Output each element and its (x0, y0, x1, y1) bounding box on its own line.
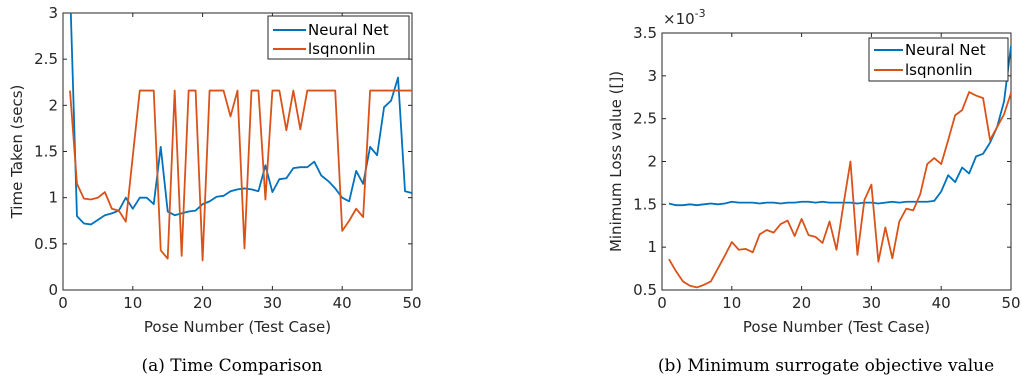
chart-min-surrogate: 0 10 20 30 40 50 0.5 1 1.5 2 2.5 3 3.5 ×10-3 Pose Nu… (607, 7, 1021, 376)
y-tick-label-a-2: 1 (48, 189, 58, 207)
x-tick-label-a-5: 50 (402, 294, 421, 312)
x-tick-label-b-3: 30 (862, 294, 881, 312)
y-tick-label-b-4: 2.5 (633, 110, 657, 128)
x-tick-label-a-4: 40 (333, 294, 352, 312)
series-lines-a (69, 13, 412, 262)
legend-a: Neural Net lsqnonlin (267, 15, 410, 60)
legend-label-a-0: Neural Net (308, 21, 389, 39)
legend-label-b-0: Neural Net (905, 41, 986, 59)
x-tick-label-a-2: 20 (193, 294, 212, 312)
axis-ticks-a: 0 10 20 30 40 50 0 0.5 1 1.5 2 2.5 3 (34, 4, 421, 312)
y-tick-label-a-5: 2.5 (34, 50, 58, 68)
exponent-label-b: ×10-3 (663, 7, 706, 28)
y-tick-label-b-2: 1.5 (633, 195, 657, 213)
ylabel-a: Time Taken (secs) (8, 85, 26, 220)
x-tick-label-a-0: 0 (58, 294, 68, 312)
xlabel-b: Pose Number (Test Case) (743, 318, 930, 336)
legend-box-b (868, 37, 1009, 82)
x-tick-label-b-4: 40 (932, 294, 951, 312)
legend-box-a (267, 15, 410, 60)
series-line-a-lsqnonlin (69, 89, 412, 262)
x-tick-label-b-0: 0 (657, 294, 667, 312)
y-tick-label-a-1: 0.5 (34, 235, 58, 253)
y-tick-label-b-5: 3 (647, 67, 657, 85)
x-tick-label-a-1: 10 (123, 294, 142, 312)
x-tick-label-b-5: 50 (1001, 294, 1020, 312)
legend-label-b-1: lsqnonlin (905, 61, 973, 79)
series-line-b-neural-net (668, 45, 1011, 207)
y-tick-label-a-4: 2 (48, 96, 58, 114)
exponent-power-b: -3 (695, 7, 706, 20)
x-tick-label-b-2: 20 (792, 294, 811, 312)
chart-time-comparison: 0 10 20 30 40 50 0 0.5 1 1.5 2 2.5 3 Pose Number (Te… (8, 4, 422, 376)
y-tick-label-b-0: 0.5 (633, 281, 657, 299)
caption-a: (a) Time Comparison (141, 356, 322, 376)
x-tick-label-a-3: 30 (263, 294, 282, 312)
ylabel-b: Minimum Loss value ([]) (607, 71, 625, 252)
series-line-b-lsqnonlin (668, 91, 1011, 289)
xlabel-a: Pose Number (Test Case) (144, 318, 331, 336)
y-tick-label-b-3: 2 (647, 153, 657, 171)
y-tick-label-a-6: 3 (48, 4, 58, 22)
series-lines-b (668, 45, 1011, 289)
legend-b: Neural Net lsqnonlin (868, 37, 1009, 82)
axis-ticks-b: 0 10 20 30 40 50 0.5 1 1.5 2 2.5 3 3.5 (633, 24, 1020, 312)
y-tick-label-b-6: 3.5 (633, 24, 657, 42)
y-tick-label-b-1: 1 (647, 238, 657, 256)
y-tick-label-a-0: 0 (48, 281, 58, 299)
legend-label-a-1: lsqnonlin (308, 40, 376, 58)
y-tick-label-a-3: 1.5 (34, 143, 58, 161)
caption-b: (b) Minimum surrogate objective value (658, 356, 994, 376)
x-tick-label-b-1: 10 (722, 294, 741, 312)
exponent-base-b: ×10 (663, 10, 695, 28)
